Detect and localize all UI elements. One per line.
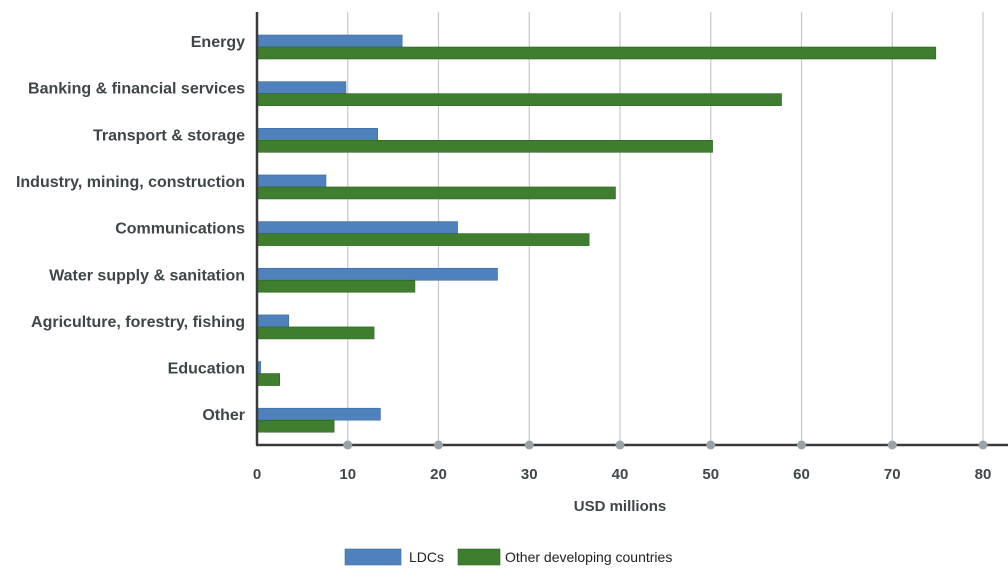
x-tick-label: 10 [339,466,356,483]
x-axis-title: USD millions [574,498,667,515]
bar-other-developing-1 [256,93,782,106]
x-tick-label: 70 [884,466,901,483]
x-tick-label: 60 [793,466,810,483]
bars [256,34,937,433]
axes [255,12,1008,447]
tick-marker [978,440,988,450]
bar-other-developing-0 [256,46,937,60]
category-label: Communications [115,221,245,238]
category-label: Agriculture, forestry, fishing [31,314,245,331]
tick-marker [797,440,806,450]
x-tick-label: 50 [702,466,719,483]
x-tick-label: 80 [975,466,992,483]
category-labels: Energy Banking & financial services Transp… [16,34,245,424]
bar-ldcs-0 [256,34,403,48]
bar-ldcs-5 [256,267,498,281]
category-label: Banking & financial services [28,81,245,98]
bar-other-developing-3 [256,186,616,200]
category-label: Education [168,361,245,378]
x-tick-label: 30 [521,466,538,483]
x-tick-label: 20 [430,466,447,483]
bar-ldcs-4 [256,221,458,234]
x-tick-label: 0 [253,466,261,483]
category-label: Transport & storage [93,127,245,144]
bar-other-developing-8 [256,419,335,433]
tick-marker [706,440,716,450]
bar-other-developing-4 [256,233,590,246]
bar-ldcs-2 [256,128,378,141]
tick-marker [343,440,353,450]
bar-other-developing-6 [256,326,375,340]
bar-ldcs-1 [256,81,347,94]
tick-marker [524,440,534,450]
bar-ldcs-8 [256,407,381,421]
tick-labels: 0 10 20 30 40 50 60 70 80 [253,466,992,483]
bar-ldcs-3 [256,174,327,188]
bar-other-developing-5 [256,279,416,293]
bar-other-developing-7 [256,373,280,386]
legend-label-other-developing: Other developing countries [505,549,672,565]
legend-label-ldcs: LDCs [409,549,444,565]
tick-marker [887,440,897,450]
x-tick-label: 40 [612,466,629,483]
tick-markers [343,440,988,450]
bar-other-developing-2 [256,140,713,153]
legend-swatch-other-developing [457,548,501,566]
legend: LDCs Other developing countries [344,548,672,566]
gridlines [347,12,984,445]
category-label: Other [202,407,245,424]
bar-ldcs-6 [256,314,290,328]
tick-marker [434,440,443,450]
category-label: Energy [191,34,245,51]
legend-swatch-ldcs [344,548,402,566]
tick-marker [615,440,625,450]
category-label: Water supply & sanitation [49,267,245,284]
category-label: Industry, mining, construction [16,174,245,191]
